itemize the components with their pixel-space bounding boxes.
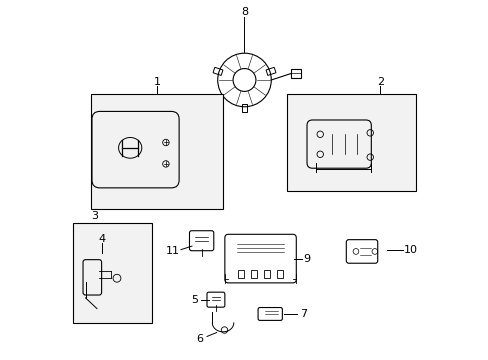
Bar: [91, 94, 223, 208]
Bar: [213, 67, 223, 75]
Bar: [237, 270, 244, 278]
Text: 3: 3: [91, 211, 98, 221]
Text: 1: 1: [153, 77, 160, 87]
Text: 9: 9: [303, 253, 310, 264]
Bar: [290, 68, 300, 78]
Text: 2: 2: [376, 77, 383, 87]
Text: 10: 10: [403, 245, 417, 255]
Text: 11: 11: [166, 247, 180, 256]
Bar: [241, 104, 247, 112]
Bar: [276, 270, 283, 278]
Text: 6: 6: [196, 334, 203, 344]
Text: 7: 7: [299, 309, 306, 319]
Bar: [73, 223, 151, 323]
Bar: [265, 67, 275, 75]
Text: 8: 8: [241, 7, 247, 17]
Bar: [287, 94, 415, 191]
Text: 4: 4: [98, 234, 105, 244]
Text: 5: 5: [191, 295, 198, 305]
Bar: [263, 270, 270, 278]
Bar: [250, 270, 257, 278]
